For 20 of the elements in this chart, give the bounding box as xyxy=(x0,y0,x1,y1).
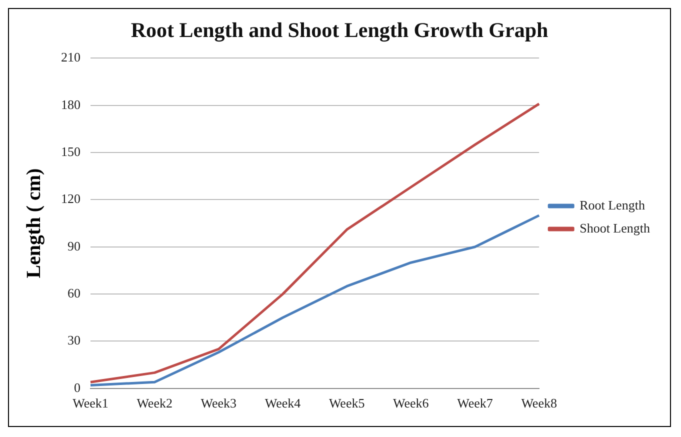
y-tick-label: 210 xyxy=(61,50,80,65)
legend-label: Root Length xyxy=(580,197,646,212)
x-tick-label: Week7 xyxy=(457,396,494,411)
x-tick-label: Week6 xyxy=(393,396,430,411)
y-tick-label: 150 xyxy=(61,144,80,159)
x-tick-label: Week4 xyxy=(264,396,302,411)
y-tick-label: 0 xyxy=(74,380,80,395)
y-tick-label: 60 xyxy=(68,285,80,300)
y-tick-label: 180 xyxy=(61,96,80,112)
x-tick-label: Week1 xyxy=(72,396,108,411)
y-tick-label: 90 xyxy=(68,238,80,254)
x-tick-label: Week8 xyxy=(521,396,557,411)
x-tick-label: Week3 xyxy=(200,396,237,411)
legend-label: Shoot Length xyxy=(580,220,650,236)
chart-title: Root Length and Shoot Length Growth Graph xyxy=(130,18,548,42)
y-axis-title: Length ( cm) xyxy=(23,168,46,278)
y-tick-label: 120 xyxy=(61,191,80,206)
y-tick-label: 30 xyxy=(68,332,80,348)
x-tick-label: Week2 xyxy=(136,396,172,411)
x-tick-label: Week5 xyxy=(328,396,365,411)
